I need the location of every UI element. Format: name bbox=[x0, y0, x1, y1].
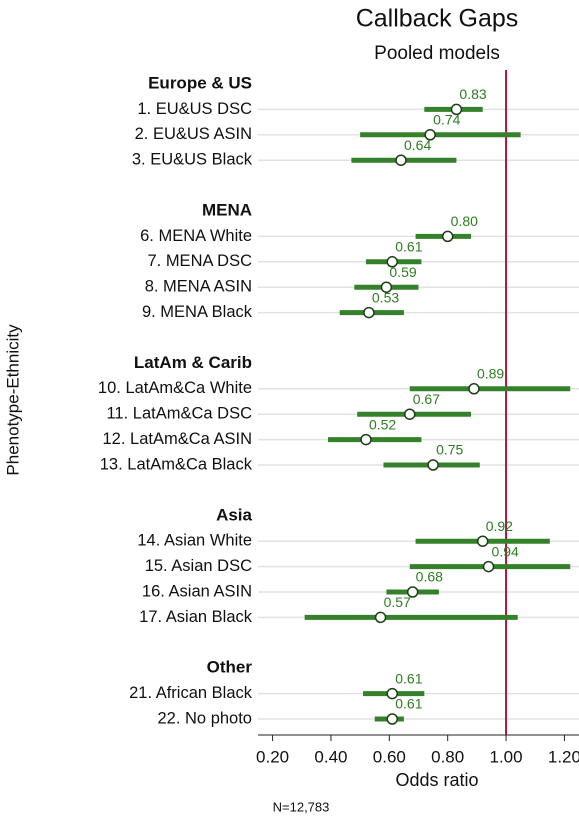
point-estimate bbox=[374, 611, 387, 624]
value-label: 0.75 bbox=[436, 442, 463, 458]
point-estimate bbox=[395, 154, 407, 166]
group-header: Asia bbox=[216, 505, 252, 524]
point-estimate bbox=[380, 281, 393, 293]
value-label: 0.68 bbox=[416, 569, 443, 585]
point-estimate bbox=[363, 306, 375, 319]
point-estimate bbox=[406, 586, 419, 598]
category-label: 14. Asian White bbox=[137, 532, 252, 550]
value-label: 0.92 bbox=[486, 518, 513, 534]
category-label: 10. LatAm&Ca White bbox=[98, 379, 252, 397]
group-header: LatAm & Carib bbox=[134, 353, 252, 372]
value-label: 0.67 bbox=[413, 391, 440, 407]
value-label: 0.59 bbox=[389, 264, 416, 280]
chart-subtitle: Pooled models bbox=[374, 43, 500, 64]
point-estimate bbox=[386, 713, 398, 725]
point-estimate bbox=[403, 408, 416, 420]
value-label: 0.89 bbox=[477, 366, 504, 382]
value-label: 0.83 bbox=[459, 86, 486, 102]
note: N=12,783 bbox=[273, 799, 330, 814]
x-tick-label: 0.80 bbox=[431, 747, 464, 766]
value-label: 0.53 bbox=[372, 289, 399, 305]
value-label: 0.61 bbox=[395, 239, 422, 255]
point-estimate bbox=[386, 687, 398, 700]
x-tick-label: 0.60 bbox=[373, 747, 406, 766]
value-label: 0.94 bbox=[492, 543, 519, 559]
category-label: 7. MENA DSC bbox=[147, 252, 252, 270]
category-label: 13. LatAm&Ca Black bbox=[100, 455, 253, 473]
y-axis-label: Phenotype-Ethnicity bbox=[3, 324, 22, 476]
point-estimate bbox=[450, 103, 463, 116]
group-header: Other bbox=[207, 658, 253, 677]
category-label: 15. Asian DSC bbox=[145, 557, 252, 575]
point-estimate bbox=[476, 535, 489, 547]
value-label: 0.80 bbox=[451, 213, 478, 229]
category-label: 16. Asian ASIN bbox=[142, 582, 252, 600]
category-label: 3. EU&US Black bbox=[132, 151, 253, 169]
group-header: Europe & US bbox=[148, 73, 252, 92]
category-label: 6. MENA White bbox=[140, 227, 252, 245]
category-label: 17. Asian Black bbox=[139, 608, 253, 626]
value-label: 0.57 bbox=[384, 594, 411, 610]
group-header: MENA bbox=[202, 200, 252, 219]
category-label: 2. EU&US ASIN bbox=[135, 125, 252, 143]
category-label: 22. No photo bbox=[158, 709, 253, 727]
value-label: 0.61 bbox=[395, 670, 422, 686]
point-estimate bbox=[424, 129, 436, 141]
category-label: 21. African Black bbox=[129, 684, 253, 702]
x-tick-label: 1.00 bbox=[489, 747, 522, 766]
point-estimate bbox=[386, 256, 398, 268]
category-label: 8. MENA ASIN bbox=[145, 278, 252, 296]
category-label: 1. EU&US DSC bbox=[137, 100, 252, 118]
x-axis-label: Odds ratio bbox=[395, 770, 478, 790]
x-tick-label: 0.40 bbox=[314, 747, 347, 766]
category-label: 9. MENA Black bbox=[142, 303, 253, 321]
x-tick-label: 1.20 bbox=[548, 747, 579, 766]
value-label: 0.52 bbox=[369, 416, 396, 432]
x-tick-label: 0.20 bbox=[256, 747, 289, 766]
point-estimate bbox=[468, 383, 480, 395]
point-estimate bbox=[427, 459, 439, 471]
chart-title: Callback Gaps bbox=[356, 5, 519, 33]
value-label: 0.74 bbox=[433, 112, 460, 128]
point-estimate bbox=[482, 560, 495, 573]
point-estimate bbox=[441, 230, 454, 243]
value-label: 0.64 bbox=[404, 137, 431, 153]
point-estimate bbox=[360, 433, 372, 446]
value-label: 0.61 bbox=[395, 696, 422, 712]
category-label: 11. LatAm&Ca DSC bbox=[106, 405, 252, 423]
category-label: 12. LatAm&Ca ASIN bbox=[103, 430, 253, 448]
